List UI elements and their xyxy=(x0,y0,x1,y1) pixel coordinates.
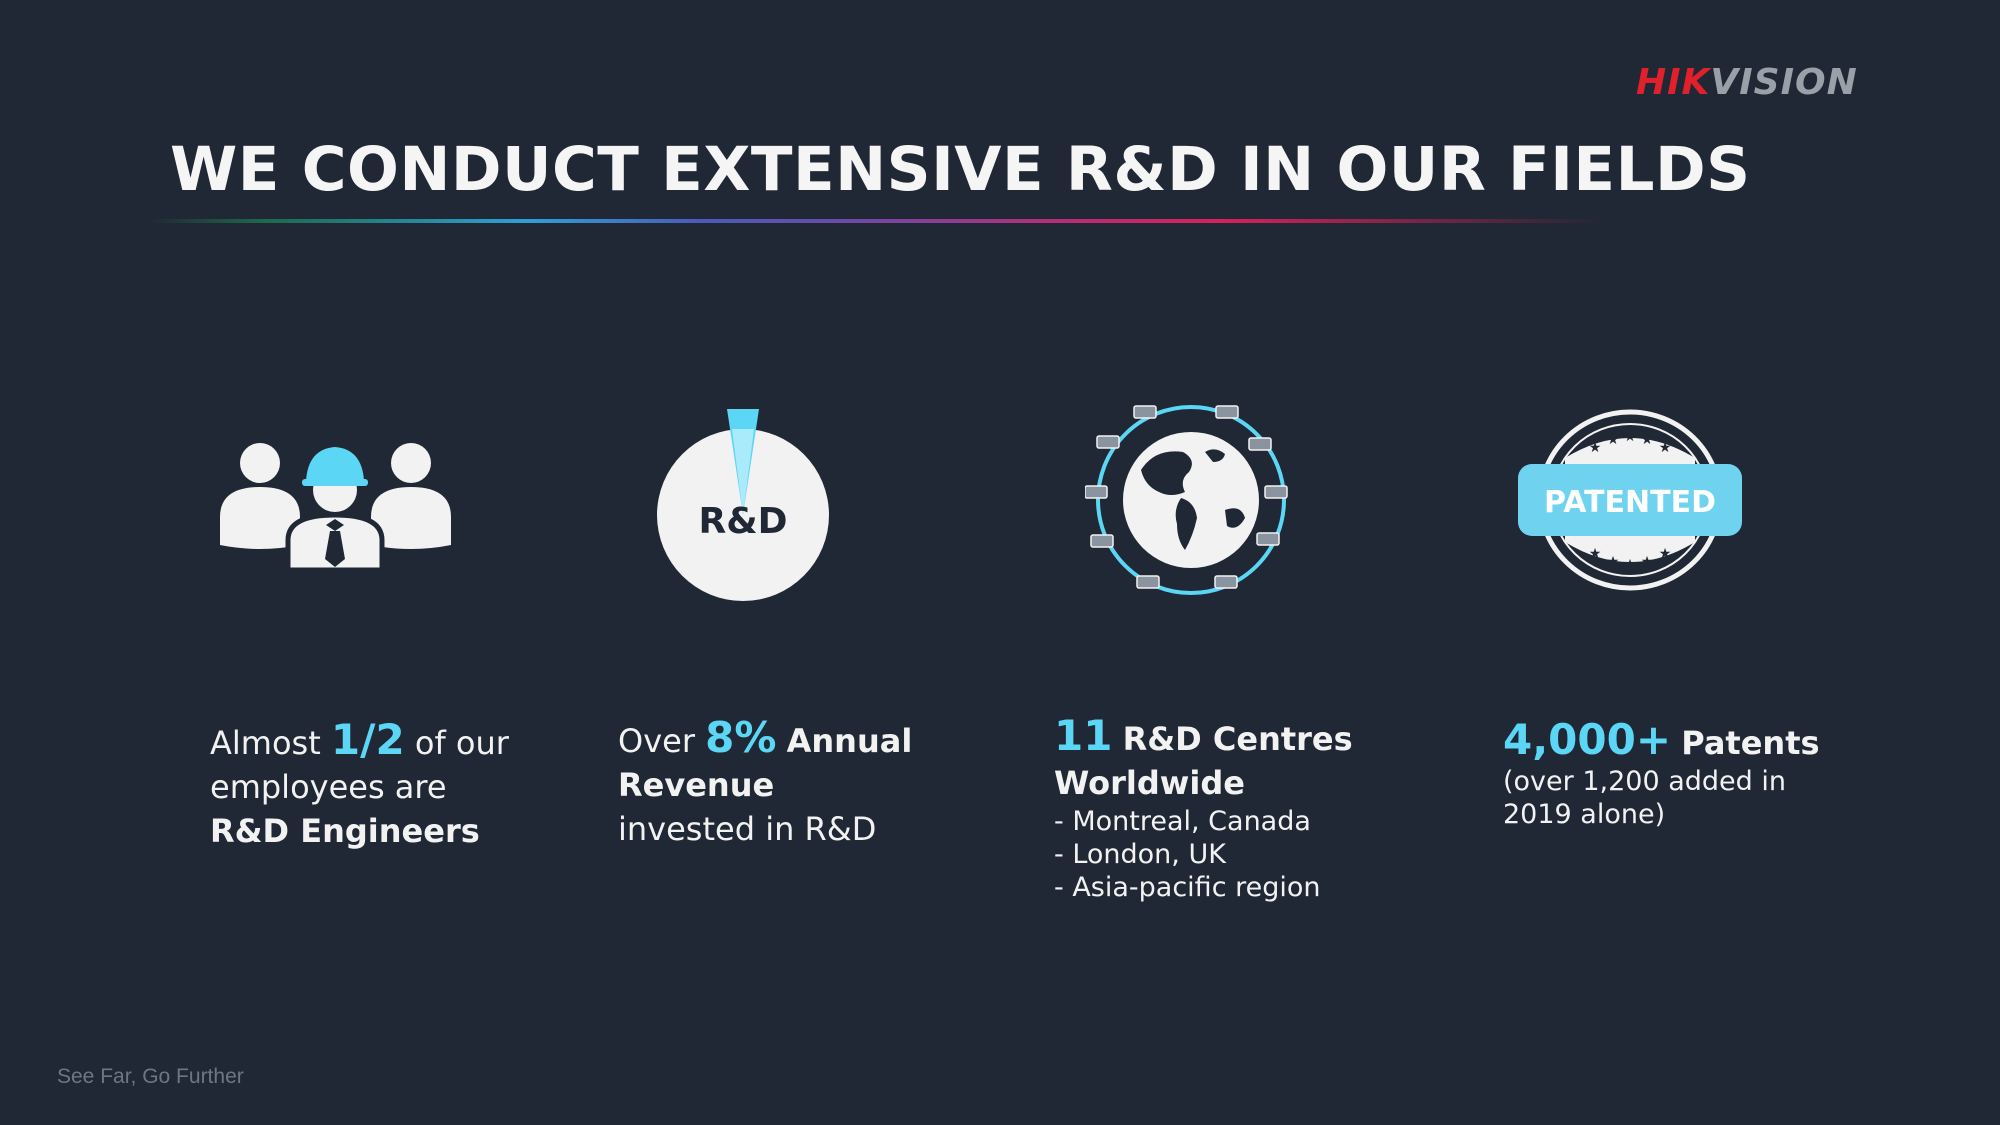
rd-centre-item: - London, UK xyxy=(1054,839,1226,870)
rd-centre-item: - Asia-pacific region xyxy=(1054,872,1321,903)
stat-patents-sub1: (over 1,200 added in xyxy=(1503,766,1786,797)
svg-text:★: ★ xyxy=(1659,440,1672,456)
stat-patents-line1: 4,000+ Patents xyxy=(1503,715,1820,764)
stat-patents: 4,000+ Patents (over 1,200 added in 2019… xyxy=(1503,718,1820,831)
tagline: See Far, Go Further xyxy=(57,1065,244,1088)
stat-revenue: Over 8% Annual Revenue invested in R&D xyxy=(618,716,912,851)
stat-engineers-value: 1/2 xyxy=(330,715,405,764)
engineers-icon xyxy=(220,443,451,570)
hikvision-logo: HIKVISION xyxy=(1636,62,1858,103)
svg-text:★: ★ xyxy=(1607,432,1620,448)
svg-text:★: ★ xyxy=(1624,429,1637,445)
stat-patents-value: 4,000+ xyxy=(1503,715,1672,764)
stat-revenue-line3: invested in R&D xyxy=(618,810,877,848)
stat-rd-centres-value: 11 xyxy=(1054,711,1113,760)
global-network-icon xyxy=(1085,405,1288,595)
stat-engineers-line1: Almost 1/2 of our xyxy=(210,715,509,764)
stat-revenue-line1: Over 8% Annual xyxy=(618,713,913,762)
svg-text:★: ★ xyxy=(1659,546,1672,562)
badge-label: PATENTED xyxy=(1544,485,1716,520)
pie-label: R&D xyxy=(699,501,788,542)
stat-rd-centres-line2: Worldwide xyxy=(1054,764,1245,802)
rd-centre-item: - Montreal, Canada xyxy=(1054,806,1311,837)
stat-revenue-value: 8% xyxy=(705,713,777,762)
stat-engineers-line2: employees are xyxy=(210,768,447,806)
rd-pie-chart-icon: R&D xyxy=(657,409,829,601)
svg-text:★: ★ xyxy=(1589,546,1602,562)
svg-text:★: ★ xyxy=(1641,432,1654,448)
stat-rd-centres-line1: 11 R&D Centres xyxy=(1054,711,1353,760)
page-title: WE CONDUCT EXTENSIVE R&D IN OUR FIELDS xyxy=(170,134,1751,205)
patented-badge-icon: ★ ★ ★ ★ ★ ★ ★ ★ ★ ★ PATENTED xyxy=(1518,409,1742,591)
svg-text:★: ★ xyxy=(1641,554,1654,570)
stat-patents-sub2: 2019 alone) xyxy=(1503,799,1666,830)
svg-text:★: ★ xyxy=(1607,554,1620,570)
stat-engineers-bold: R&D Engineers xyxy=(210,812,480,850)
svg-text:★: ★ xyxy=(1589,440,1602,456)
gradient-divider xyxy=(150,219,1600,223)
svg-text:★: ★ xyxy=(1624,557,1637,573)
stat-revenue-line2: Revenue xyxy=(618,766,775,804)
stat-rd-centres: 11 R&D Centres Worldwide - Montreal, Can… xyxy=(1054,714,1353,904)
stat-engineers: Almost 1/2 of our employees are R&D Engi… xyxy=(210,718,509,853)
